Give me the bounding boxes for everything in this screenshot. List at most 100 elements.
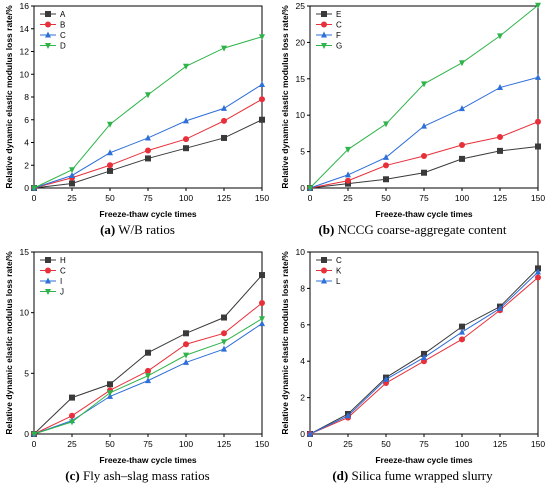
x-tick-label: 75 [143, 439, 153, 449]
data-point [107, 167, 113, 174]
legend-label: D [60, 42, 66, 51]
series-line [33, 119, 263, 189]
legend-marker [45, 21, 51, 28]
series-j [31, 316, 265, 438]
y-tick-label: 0 [24, 429, 29, 439]
legend-label: K [336, 267, 342, 276]
x-tick-label: 100 [179, 193, 193, 203]
data-point [497, 134, 503, 141]
data-point [145, 147, 151, 154]
x-tick-label: 0 [32, 193, 37, 203]
series-c [31, 299, 265, 437]
data-point [145, 134, 151, 141]
caption-a-letter: (a) [100, 222, 116, 237]
caption-a: (a) W/B ratios [0, 222, 275, 238]
legend-marker [45, 31, 51, 38]
data-point [221, 345, 227, 352]
data-point [345, 146, 351, 153]
data-point [183, 145, 189, 152]
caption-c-text: Fly ash–slag mass ratios [82, 468, 210, 483]
data-point [345, 171, 351, 178]
y-tick-label: 14 [20, 24, 30, 34]
data-point [307, 430, 313, 437]
series-l [307, 268, 541, 437]
data-point [31, 185, 37, 192]
chart-d: 0 25 50 75 100 125 150 0 2 4 6 8 10 Freeze-thaw cycle… [280, 247, 545, 465]
data-point [459, 105, 465, 112]
data-point [535, 265, 541, 272]
y-tick-label: 4 [300, 356, 305, 366]
legend-label: A [60, 10, 66, 19]
x-tick-label: 25 [67, 193, 77, 203]
x-axis-label: Freeze-thaw cycle times [99, 455, 197, 465]
x-tick-label: 150 [531, 439, 545, 449]
caption-a-text: W/B ratios [118, 222, 175, 237]
y-tick-label: 12 [20, 47, 30, 57]
legend-label: E [336, 10, 341, 19]
series-e [307, 143, 541, 191]
data-point [421, 350, 427, 357]
data-point [259, 320, 265, 327]
legend-label: C [336, 256, 342, 265]
series-line [33, 98, 263, 189]
data-point [421, 169, 427, 176]
legend-marker [45, 43, 51, 49]
data-point [69, 394, 75, 401]
y-tick-label: 15 [296, 74, 306, 84]
data-point [145, 367, 151, 374]
data-point [383, 153, 389, 160]
caption-d-text: Silica fume wrapped slurry [351, 468, 493, 483]
x-tick-label: 100 [455, 439, 469, 449]
caption-c-letter: (c) [65, 468, 80, 483]
y-tick-label: 0 [300, 429, 305, 439]
x-tick-label: 75 [143, 193, 153, 203]
y-tick-label: 0 [300, 183, 305, 193]
x-tick-label: 25 [67, 439, 77, 449]
data-point [221, 104, 227, 111]
data-point [145, 377, 151, 384]
data-point [107, 149, 113, 156]
data-point [183, 341, 189, 348]
data-point [345, 177, 351, 184]
y-tick-label: 5 [300, 147, 305, 157]
data-point [497, 147, 503, 154]
x-tick-label: 50 [381, 439, 391, 449]
plot-frame [309, 251, 539, 435]
data-point [31, 431, 37, 438]
series-g [307, 2, 541, 192]
x-tick-label: 125 [217, 439, 231, 449]
x-tick-label: 100 [179, 439, 193, 449]
data-point [69, 167, 75, 174]
data-point [421, 152, 427, 159]
data-point [459, 142, 465, 149]
series-c [307, 265, 541, 437]
data-point [183, 358, 189, 365]
plot-frame [33, 251, 263, 435]
x-tick-label: 0 [308, 193, 313, 203]
data-point [535, 143, 541, 150]
legend-label: H [60, 256, 66, 265]
data-point [259, 272, 265, 279]
legend-marker [45, 267, 51, 274]
data-point [221, 339, 227, 346]
y-tick-label: 15 [20, 247, 30, 257]
data-point [421, 354, 427, 361]
y-tick-label: 4 [24, 138, 29, 148]
caption-b-letter: (b) [318, 222, 335, 237]
data-point [421, 122, 427, 129]
series-line [309, 4, 539, 189]
series-d [31, 34, 265, 192]
data-point [383, 176, 389, 183]
x-tick-label: 50 [105, 193, 115, 203]
series-h [31, 272, 265, 437]
series-a [31, 116, 265, 191]
data-point [107, 162, 113, 169]
data-point [183, 352, 189, 359]
caption-b-text: NCCG coarse-aggregate content [337, 222, 507, 237]
caption-c: (c) Fly ash–slag mass ratios [0, 468, 275, 484]
legend-marker [321, 31, 327, 38]
data-point [221, 314, 227, 321]
data-point [459, 60, 465, 67]
data-point [221, 45, 227, 52]
legend-marker [45, 11, 51, 17]
